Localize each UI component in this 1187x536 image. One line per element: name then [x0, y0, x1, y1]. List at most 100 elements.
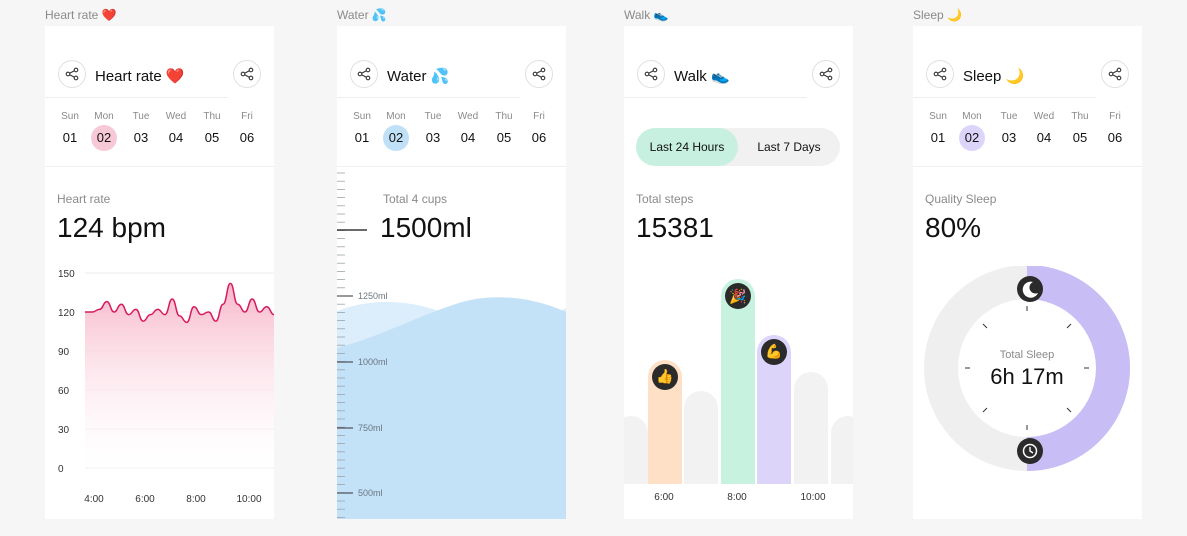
- share-icon: [933, 67, 947, 81]
- share-button[interactable]: [637, 60, 665, 88]
- day-name: Mon: [94, 111, 114, 122]
- panel-header: Heart rate ❤️: [45, 26, 274, 124]
- share-icon: [819, 67, 833, 81]
- share-icon: [240, 67, 254, 81]
- day-tue[interactable]: Tue 03: [126, 111, 156, 151]
- day-wed[interactable]: Wed 04: [453, 111, 483, 151]
- dial-value: 6h 17m: [990, 364, 1063, 389]
- day-number: 03: [425, 130, 441, 145]
- day-name: Fri: [533, 111, 545, 122]
- day-sun[interactable]: Sun 01: [55, 111, 85, 151]
- week-strip: Sun 01 Mon 02 Tue 03 Wed 04 Thu 05 Fri 06: [45, 111, 274, 167]
- day-sun[interactable]: Sun 01: [347, 111, 377, 151]
- day-number: 06: [1107, 130, 1123, 145]
- x-tick-label: 10:00: [236, 494, 261, 505]
- tab-last-7-days[interactable]: Last 7 Days: [757, 140, 821, 154]
- dial-label: Total Sleep: [1000, 349, 1054, 361]
- y-tick-label: 60: [58, 386, 70, 397]
- day-name: Thu: [1071, 111, 1089, 122]
- y-tick-label: 0: [58, 464, 64, 475]
- dial-progress-arc: [1026, 266, 1130, 471]
- ruler-label: 500ml: [358, 488, 383, 498]
- day-name: Sun: [61, 111, 79, 122]
- week-strip: Sun 01 Mon 02 Tue 03 Wed 04 Thu 05 Fri 06: [913, 111, 1142, 167]
- tab-last-24-hours[interactable]: Last 24 Hours: [636, 128, 738, 166]
- step-bar[interactable]: [684, 390, 718, 502]
- panel-header: Water 💦: [337, 26, 566, 124]
- step-bar[interactable]: [721, 279, 755, 502]
- day-number: 01: [354, 130, 370, 145]
- bar-emoji-badge: 👍: [652, 363, 678, 390]
- x-tick-label: 6:00: [654, 492, 674, 503]
- metric-label: Quality Sleep: [925, 192, 997, 206]
- share-icon: [532, 67, 546, 81]
- day-number: 05: [1072, 130, 1088, 145]
- metric-value: 124 bpm: [57, 212, 166, 243]
- day-name: Fri: [241, 111, 253, 122]
- page-title: Heart rate ❤️: [95, 68, 185, 85]
- day-thu[interactable]: Thu 05: [197, 111, 227, 151]
- day-name: Wed: [457, 111, 479, 122]
- day-wed[interactable]: Wed 04: [1029, 111, 1059, 151]
- metric-label: Heart rate: [57, 192, 111, 206]
- header-divider: [913, 97, 1096, 98]
- sleep-dial: Total Sleep 6h 17m: [924, 266, 1130, 471]
- frame-label-water: Water 💦: [337, 8, 387, 22]
- x-tick-label: 8:00: [727, 492, 747, 503]
- day-tue[interactable]: Tue 03: [994, 111, 1024, 151]
- day-fri[interactable]: Fri 06: [1100, 111, 1130, 151]
- water-wave-front: [337, 297, 566, 519]
- day-number: 04: [460, 130, 476, 145]
- share-button-right[interactable]: [525, 60, 553, 88]
- day-mon[interactable]: Mon 02: [381, 111, 411, 151]
- share-icon: [357, 67, 371, 81]
- walk-panel: Walk 👟 Last 24 Hours Last 7 Days Total s…: [624, 26, 853, 519]
- y-tick-label: 90: [58, 347, 70, 358]
- day-wed[interactable]: Wed 04: [161, 111, 191, 151]
- section-divider: [45, 166, 274, 167]
- share-button-right[interactable]: [1101, 60, 1129, 88]
- series-line: [85, 282, 274, 324]
- share-button[interactable]: [58, 60, 86, 88]
- dial-ticks: [965, 306, 1089, 430]
- day-mon[interactable]: Mon 02: [89, 111, 119, 151]
- day-name: Thu: [495, 111, 513, 122]
- share-button-right[interactable]: [812, 60, 840, 88]
- day-number: 05: [496, 130, 512, 145]
- day-name: Mon: [962, 111, 982, 122]
- frame-label-sleep: Sleep 🌙: [913, 8, 962, 22]
- steps-bar-chart: 👍 🎉 💪 6:00 8:00 10:00: [624, 266, 853, 519]
- ruler-label: 1000ml: [358, 357, 388, 367]
- day-number: 03: [1001, 130, 1017, 145]
- day-thu[interactable]: Thu 05: [489, 111, 519, 151]
- day-name: Wed: [165, 111, 187, 122]
- x-tick-label: 10:00: [800, 492, 826, 503]
- panel-header: Sleep 🌙: [913, 26, 1142, 124]
- day-tue[interactable]: Tue 03: [418, 111, 448, 151]
- header-divider: [45, 97, 228, 98]
- day-name: Wed: [1033, 111, 1055, 122]
- sleep-panel: Sleep 🌙 Sun 01 Mon 02 Tue 03 Wed 04 Thu 05 Fri 06 Q…: [913, 26, 1142, 519]
- day-number: 02: [959, 125, 985, 151]
- panel-header: Walk 👟: [624, 26, 853, 124]
- x-tick-label: 6:00: [135, 494, 155, 505]
- day-name: Sun: [353, 111, 371, 122]
- day-name: Mon: [386, 111, 406, 122]
- section-divider: [913, 166, 1142, 167]
- frame-label-heart: Heart rate ❤️: [45, 8, 117, 22]
- water-fill-chart: 1250ml 1000ml 750ml 500ml: [337, 172, 566, 519]
- bar-emoji-badge: 💪: [761, 338, 787, 365]
- share-button[interactable]: [926, 60, 954, 88]
- share-button[interactable]: [350, 60, 378, 88]
- page-title: Water 💦: [387, 68, 450, 85]
- share-button-right[interactable]: [233, 60, 261, 88]
- day-mon[interactable]: Mon 02: [957, 111, 987, 151]
- day-number: 04: [168, 130, 184, 145]
- step-bar[interactable]: [794, 372, 828, 502]
- day-fri[interactable]: Fri 06: [232, 111, 262, 151]
- section-divider: [337, 166, 566, 167]
- step-bar[interactable]: [831, 415, 853, 502]
- day-sun[interactable]: Sun 01: [923, 111, 953, 151]
- day-thu[interactable]: Thu 05: [1065, 111, 1095, 151]
- day-fri[interactable]: Fri 06: [524, 111, 554, 151]
